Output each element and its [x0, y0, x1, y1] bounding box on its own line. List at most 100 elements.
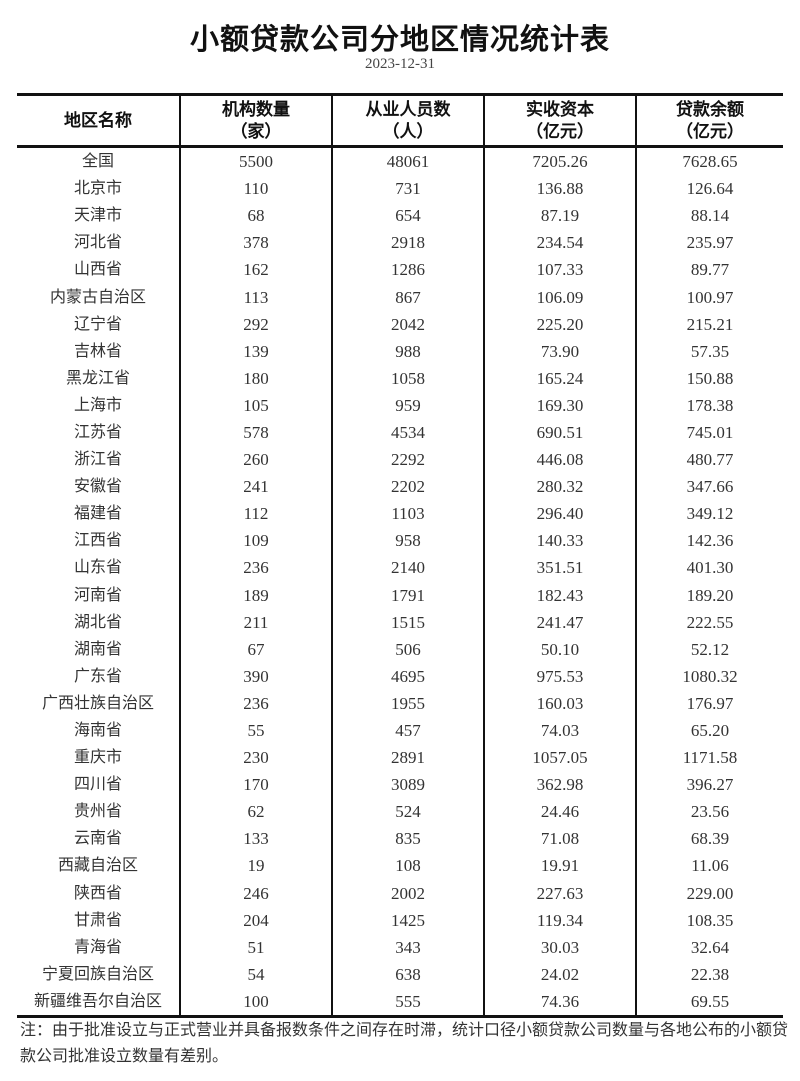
cell-loan-balance: 396.27: [635, 771, 783, 799]
cell-paid-in-capital: 362.98: [483, 771, 636, 799]
table-row: 浙江省 260 2292 446.08 480.77: [17, 446, 783, 474]
cell-institution-count: 292: [179, 310, 332, 338]
cell-paid-in-capital: 165.24: [483, 364, 636, 392]
cell-employee-count: 2042: [331, 310, 484, 338]
cell-region-name: 辽宁省: [73, 315, 122, 333]
table-row: 上海市 105 959 169.30 178.38: [17, 391, 783, 419]
column-header-employee-count: 从业人员数 （人）: [331, 94, 484, 147]
cell-region-name: 山西省: [73, 261, 122, 279]
cell-employee-count: 835: [331, 825, 484, 853]
cell-employee-count: 2292: [331, 446, 484, 474]
table-row: 吉林省 139 988 73.90 57.35: [17, 337, 783, 365]
cell-institution-count: 180: [179, 364, 332, 392]
column-header-title: 贷款余额: [676, 99, 744, 120]
cell-loan-balance: 142.36: [635, 527, 783, 555]
cell-institution-count: 139: [179, 337, 332, 365]
cell-paid-in-capital: 225.20: [483, 310, 636, 338]
cell-employee-count: 988: [331, 337, 484, 365]
cell-employee-count: 4534: [331, 418, 484, 447]
cell-region-name: 吉林省: [73, 342, 122, 360]
cell-institution-count: 110: [179, 175, 332, 203]
cell-employee-count: 1791: [331, 581, 484, 609]
table-row: 云南省 133 835 71.08 68.39: [17, 825, 783, 853]
cell-employee-count: 867: [331, 283, 484, 311]
cell-institution-count: 246: [179, 879, 332, 907]
cell-region-name: 安徽省: [73, 478, 122, 496]
cell-loan-balance: 401.30: [635, 554, 783, 582]
cell-employee-count: 959: [331, 391, 484, 419]
cell-paid-in-capital: 7205.26: [483, 146, 636, 176]
cell-employee-count: 48061: [331, 146, 484, 176]
cell-paid-in-capital: 24.46: [483, 798, 636, 826]
cell-employee-count: 2140: [331, 554, 484, 582]
table-row: 广西壮族自治区 236 1955 160.03 176.97: [17, 689, 783, 717]
cell-loan-balance: 108.35: [635, 906, 783, 934]
cell-region-name: 青海省: [73, 938, 122, 956]
cell-loan-balance: 1080.32: [635, 662, 783, 690]
cell-institution-count: 133: [179, 825, 332, 853]
cell-region-name: 四川省: [73, 776, 122, 794]
cell-region-name: 陕西省: [73, 884, 122, 902]
cell-paid-in-capital: 136.88: [483, 175, 636, 203]
table-row: 广东省 390 4695 975.53 1080.32: [17, 662, 783, 690]
cell-employee-count: 457: [331, 716, 484, 745]
cell-loan-balance: 69.55: [635, 987, 783, 1017]
cell-region-name: 江苏省: [73, 423, 122, 441]
cell-region-name: 河北省: [73, 234, 122, 252]
cell-institution-count: 62: [179, 798, 332, 826]
cell-paid-in-capital: 182.43: [483, 581, 636, 609]
cell-institution-count: 260: [179, 446, 332, 474]
table-row: 福建省 112 1103 296.40 349.12: [17, 500, 783, 528]
table-row: 黑龙江省 180 1058 165.24 150.88: [17, 364, 783, 392]
cell-institution-count: 19: [179, 852, 332, 880]
cell-employee-count: 2202: [331, 473, 484, 501]
cell-institution-count: 170: [179, 771, 332, 799]
cell-paid-in-capital: 107.33: [483, 256, 636, 284]
column-header-institution-count: 机构数量 （家）: [179, 94, 332, 147]
cell-employee-count: 2891: [331, 744, 484, 772]
cell-paid-in-capital: 71.08: [483, 825, 636, 853]
cell-institution-count: 241: [179, 473, 332, 501]
table-row: 全国 5500 48061 7205.26 7628.65: [17, 146, 783, 176]
cell-region-name: 内蒙古自治区: [49, 288, 146, 306]
cell-loan-balance: 215.21: [635, 310, 783, 338]
cell-institution-count: 109: [179, 527, 332, 555]
cell-institution-count: 100: [179, 987, 332, 1017]
table-row: 四川省 170 3089 362.98 396.27: [17, 771, 783, 799]
cell-institution-count: 51: [179, 933, 332, 961]
cell-loan-balance: 11.06: [635, 852, 783, 880]
cell-employee-count: 654: [331, 202, 484, 230]
table-header-row: 地区名称 机构数量 （家） 从业人员数 （人） 实收资本 （亿元） 贷款余额 （亿元）: [17, 94, 783, 147]
cell-employee-count: 1103: [331, 500, 484, 528]
cell-employee-count: 1425: [331, 906, 484, 934]
table-row: 湖北省 211 1515 241.47 222.55: [17, 608, 783, 636]
cell-institution-count: 189: [179, 581, 332, 609]
cell-institution-count: 211: [179, 608, 332, 636]
column-header-unit: （亿元）: [676, 121, 744, 142]
cell-employee-count: 638: [331, 960, 484, 988]
cell-region-name: 天津市: [73, 207, 122, 225]
cell-employee-count: 343: [331, 933, 484, 961]
column-header-title: 机构数量: [222, 99, 290, 120]
cell-loan-balance: 150.88: [635, 364, 783, 392]
cell-loan-balance: 178.38: [635, 391, 783, 419]
table-row: 陕西省 246 2002 227.63 229.00: [17, 879, 783, 907]
cell-loan-balance: 1171.58: [635, 744, 783, 772]
table-row: 山东省 236 2140 351.51 401.30: [17, 554, 783, 582]
cell-paid-in-capital: 234.54: [483, 229, 636, 257]
table-row: 重庆市 230 2891 1057.05 1171.58: [17, 744, 783, 772]
cell-paid-in-capital: 74.36: [483, 987, 636, 1017]
cell-paid-in-capital: 30.03: [483, 933, 636, 961]
table-row: 西藏自治区 19 108 19.91 11.06: [17, 852, 783, 880]
cell-employee-count: 4695: [331, 662, 484, 690]
cell-institution-count: 578: [179, 418, 332, 447]
table-row: 山西省 162 1286 107.33 89.77: [17, 256, 783, 284]
cell-employee-count: 2918: [331, 229, 484, 257]
cell-employee-count: 555: [331, 987, 484, 1017]
table-row: 青海省 51 343 30.03 32.64: [17, 933, 783, 961]
cell-loan-balance: 349.12: [635, 500, 783, 528]
table-row: 甘肃省 204 1425 119.34 108.35: [17, 906, 783, 934]
cell-region-name: 江西省: [73, 532, 122, 550]
table-row: 海南省 55 457 74.03 65.20: [17, 716, 783, 745]
cell-region-name: 广东省: [73, 667, 122, 685]
